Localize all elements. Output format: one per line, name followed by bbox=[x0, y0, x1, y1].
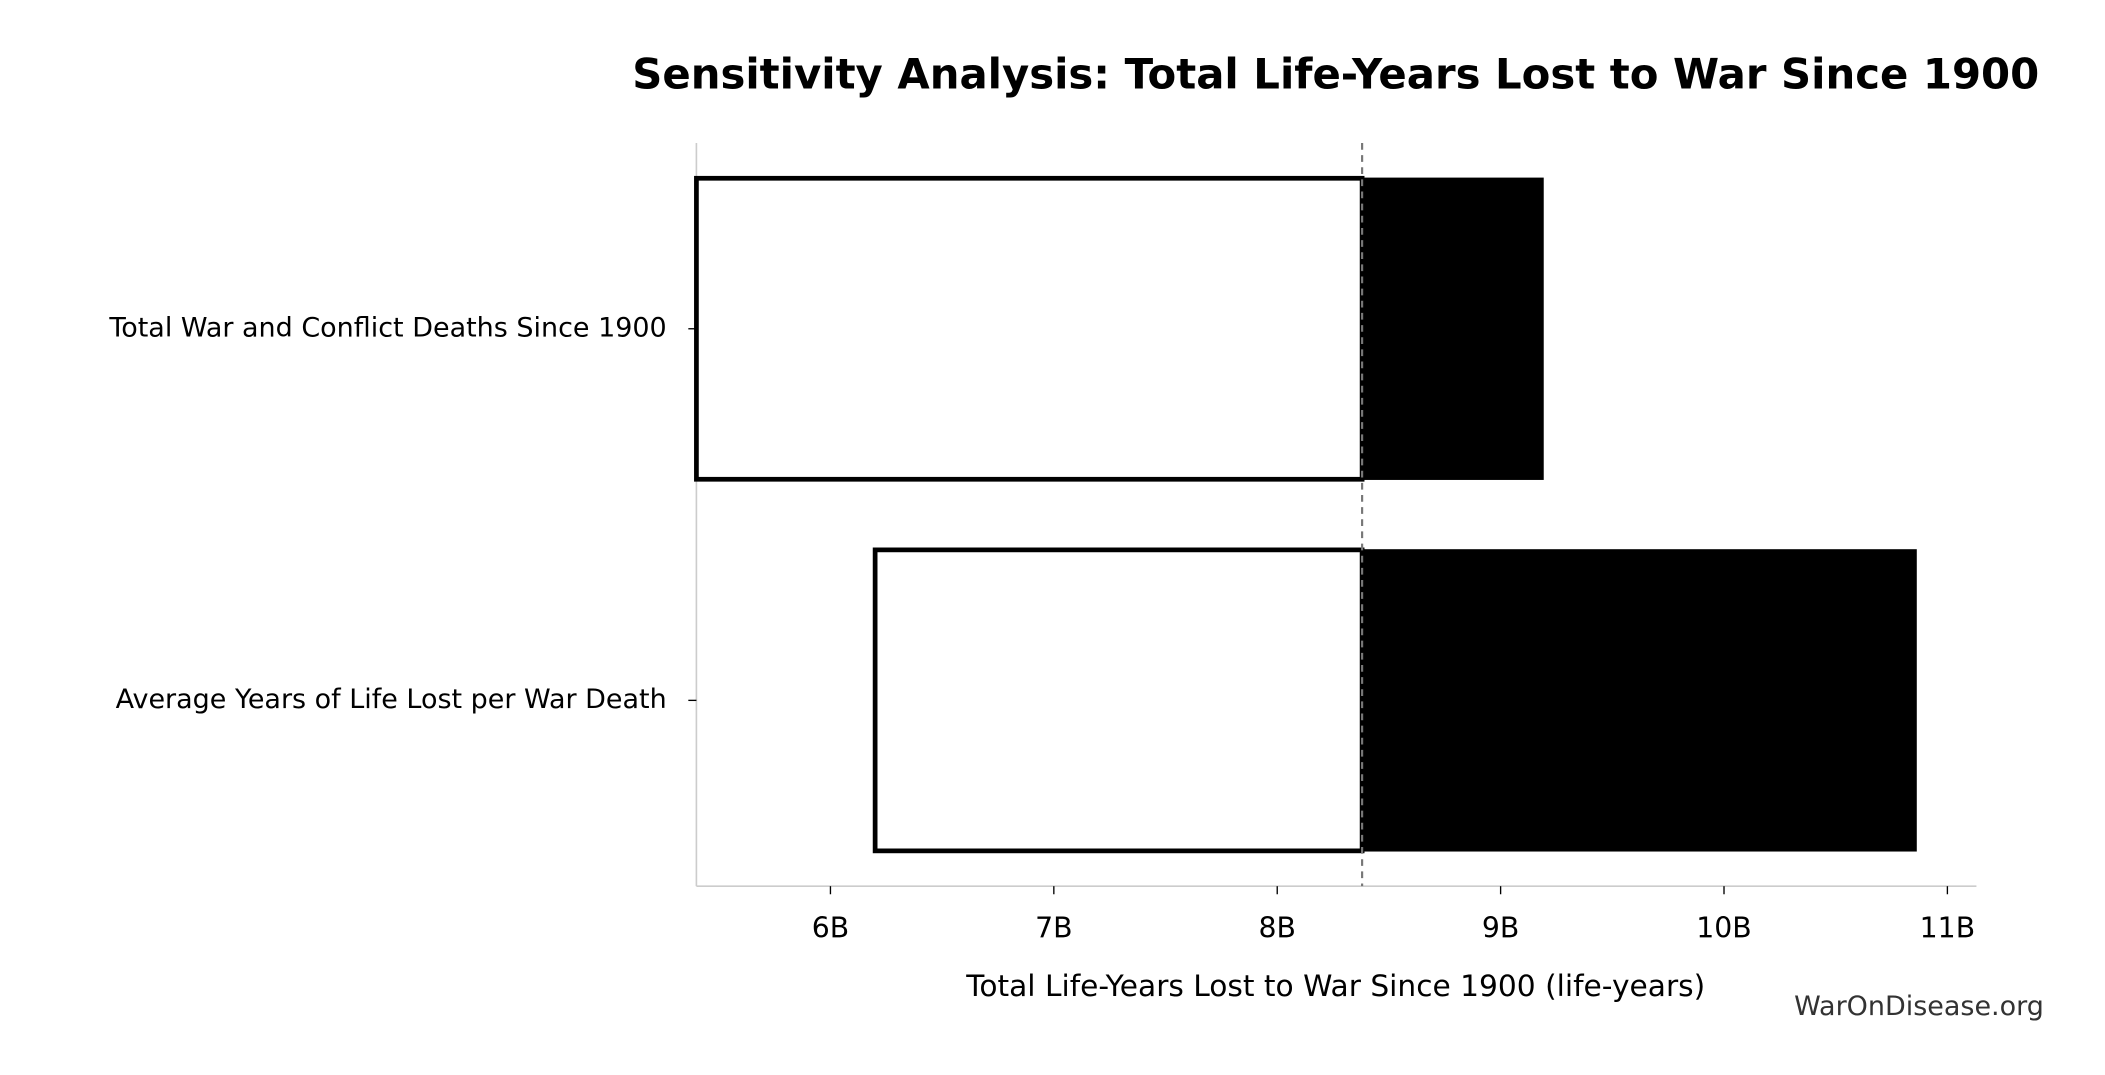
x-tick-label: 6B bbox=[812, 911, 849, 944]
x-tick-label: 10B bbox=[1696, 911, 1751, 944]
x-tick-label: 11B bbox=[1920, 911, 1975, 944]
high-bar bbox=[1361, 549, 1917, 852]
high-bar bbox=[1361, 177, 1544, 480]
low-bar bbox=[694, 175, 1365, 482]
x-tick-label: 8B bbox=[1259, 911, 1296, 944]
x-axis-label: Total Life-Years Lost to War Since 1900 … bbox=[965, 968, 1705, 1003]
source: WarOnDisease.org bbox=[1794, 991, 2044, 1022]
y-tick-label: Average Years of Life Lost per War Death bbox=[116, 684, 667, 715]
x-tick-label: 9B bbox=[1482, 911, 1519, 944]
low-bar bbox=[872, 547, 1365, 854]
y-tick-label: Total War and Conflict Deaths Since 1900 bbox=[108, 312, 666, 343]
chart-title: Sensitivity Analysis: Total Life-Years L… bbox=[632, 49, 2039, 98]
x-tick-label: 7B bbox=[1035, 911, 1072, 944]
